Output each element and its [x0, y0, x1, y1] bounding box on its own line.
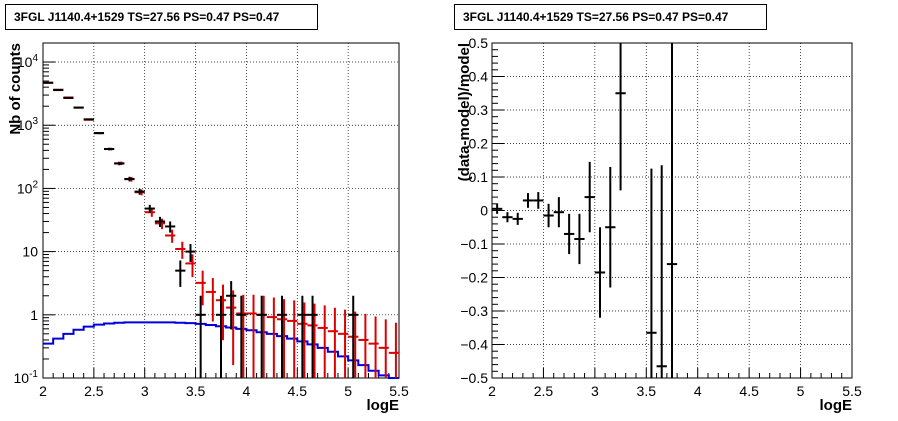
x-tick-label: 3	[591, 383, 599, 399]
y-tick-label: −0.1	[460, 236, 488, 252]
x-tick-label: 2	[39, 383, 47, 399]
y-tick-label: 0	[480, 203, 488, 219]
y-tick-label: 103	[17, 116, 39, 133]
y-tick-label: −0.5	[460, 370, 488, 386]
x-tick-label: 2.5	[534, 383, 554, 399]
y-tick-label: 102	[17, 179, 39, 196]
x-tick-label: 5.5	[842, 383, 862, 399]
x-tick-label: 3	[141, 383, 149, 399]
y-tick-label: 0.4	[469, 69, 489, 85]
x-tick-label: 5	[797, 383, 805, 399]
y-tick-label: 10-1	[14, 369, 39, 386]
y-tick-label: 10	[22, 244, 38, 260]
y-tick-label: 0.5	[469, 35, 489, 51]
y-axis-label: (data-model)/model	[456, 43, 473, 181]
x-tick-label: 3.5	[186, 383, 206, 399]
x-tick-label: 4	[243, 383, 251, 399]
residuals-chart: 2 2.5 3 3.5 4 4.5 5 5.5 −0.5 −0.4 −0.3 −0.2 −0.1 0 0.1…	[456, 35, 862, 414]
x-tick-label: 4	[694, 383, 702, 399]
y-tick-label: 0.2	[469, 136, 489, 152]
residuals-chart-title: 3FGL J1140.4+1529 TS=27.56 PS=0.47 PS=0.…	[454, 4, 767, 30]
x-tick-label: 5	[344, 383, 352, 399]
x-axis-label: logE	[820, 397, 853, 414]
x-axis-label: logE	[367, 397, 400, 414]
y-axis-label: Nb of counts	[7, 43, 24, 135]
y-tick-label: 0.3	[469, 102, 489, 118]
y-tick-label: 1	[30, 307, 38, 323]
y-tick-label: −0.3	[460, 303, 488, 319]
counts-chart: 2 2.5 3 3.5 4 4.5 5 5.5 10-1 1 10 102 103 104 logE Nb o…	[7, 42, 409, 414]
y-tick-label: 104	[17, 53, 39, 70]
counts-chart-title: 3FGL J1140.4+1529 TS=27.56 PS=0.47 PS=0.…	[5, 4, 318, 30]
x-tick-label: 5.5	[389, 383, 409, 399]
x-tick-label: 4.5	[288, 383, 308, 399]
x-tick-label: 3.5	[637, 383, 657, 399]
y-tick-label: −0.2	[460, 270, 488, 286]
x-tick-label: 2.5	[84, 383, 104, 399]
x-tick-label: 4.5	[739, 383, 759, 399]
x-tick-label: 2	[488, 383, 496, 399]
y-tick-label: −0.4	[460, 337, 488, 353]
y-tick-label: 0.1	[469, 169, 489, 185]
